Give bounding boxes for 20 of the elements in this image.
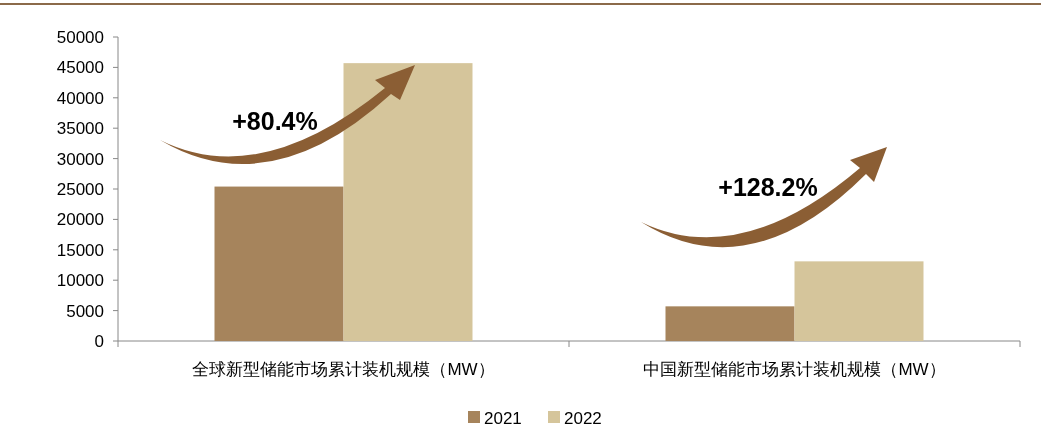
- y-tick-label: 30000: [56, 149, 104, 169]
- y-tick-label: 40000: [56, 88, 104, 108]
- x-tick-label: 中国新型储能市场累计装机规模（MW）: [643, 360, 946, 379]
- legend-label: 2022: [564, 409, 602, 428]
- legend-label: 2021: [484, 409, 522, 428]
- y-tick-label: 50000: [56, 28, 104, 47]
- y-tick-label: 5000: [66, 301, 104, 321]
- y-tick-label: 0: [94, 332, 104, 351]
- y-tick-label: 45000: [56, 58, 104, 78]
- y-tick-label: 15000: [56, 240, 104, 260]
- x-tick-label: 全球新型储能市场累计装机规模（MW）: [192, 360, 495, 379]
- annotation: +80.4%: [232, 107, 318, 135]
- y-tick-label: 10000: [56, 271, 104, 291]
- y-tick-label: 35000: [56, 119, 104, 139]
- y-tick-label: 25000: [56, 180, 104, 199]
- annotation: +128.2%: [718, 173, 818, 201]
- bar: [214, 186, 344, 341]
- bar: [794, 261, 924, 341]
- y-tick-label: 20000: [56, 210, 104, 230]
- bar: [665, 306, 795, 341]
